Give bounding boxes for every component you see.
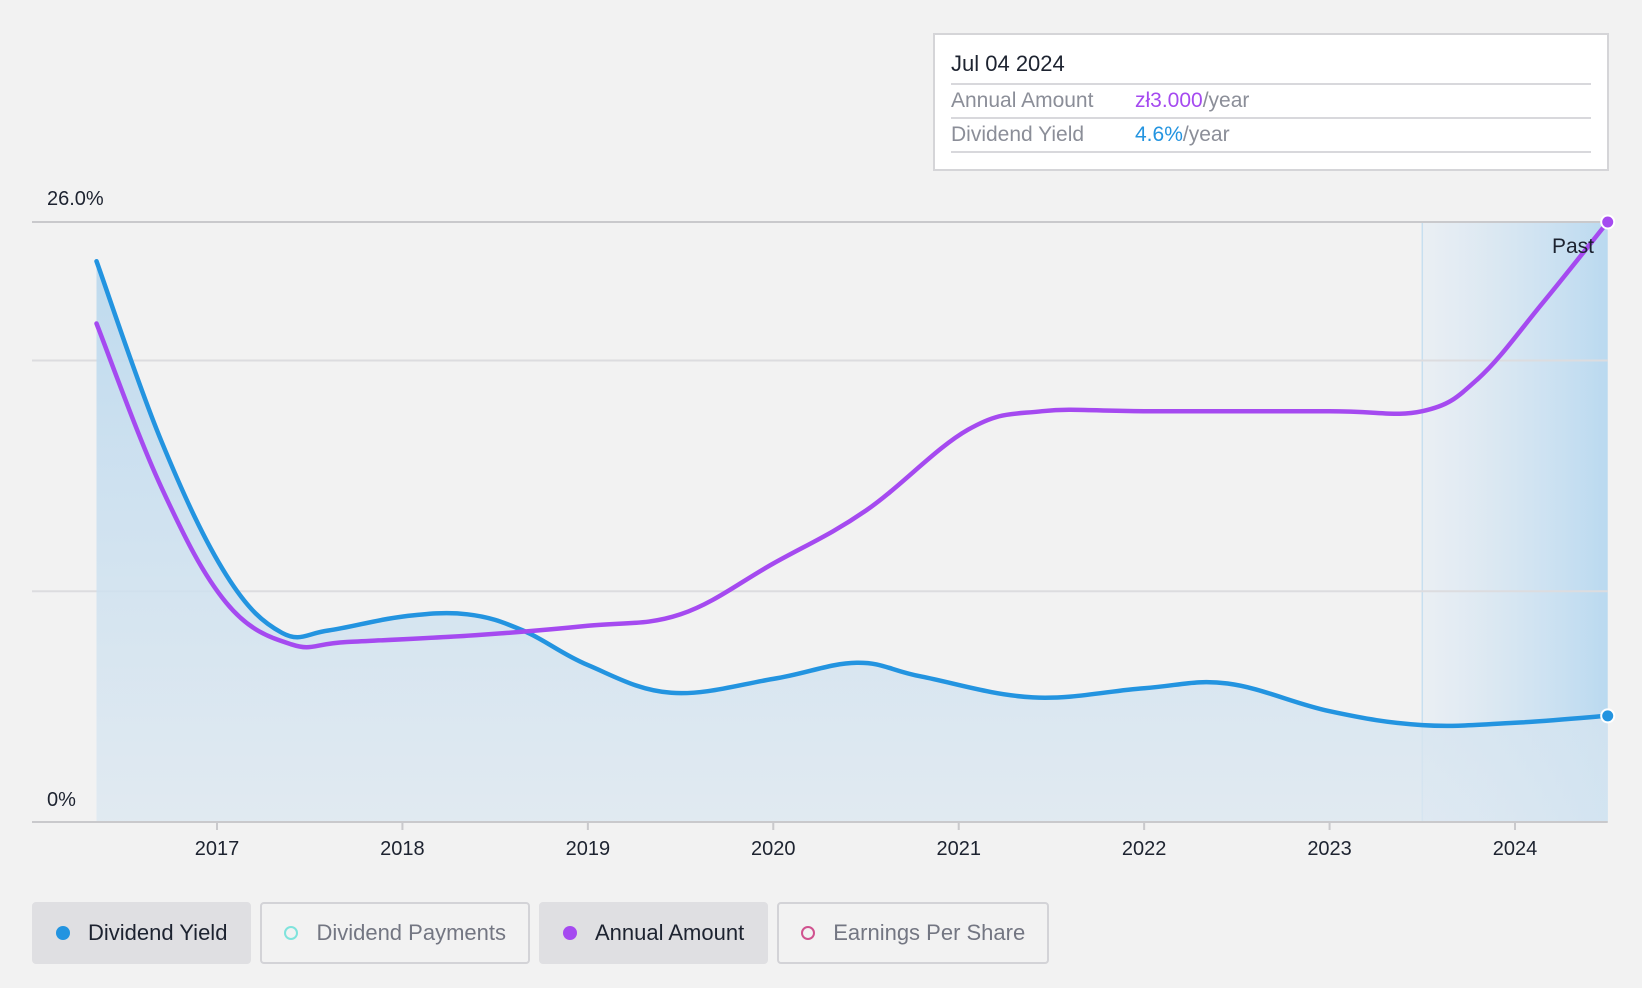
annual-amount-end-point xyxy=(1600,214,1616,230)
tooltip-annual-label: Annual Amount xyxy=(951,89,1094,112)
yield-area xyxy=(96,261,1608,822)
annual-amount-dot-icon xyxy=(562,926,577,940)
x-tick-label: 2020 xyxy=(751,838,796,860)
tooltip-annual-unit: /year xyxy=(1202,89,1250,112)
dividend-yield-area xyxy=(96,261,1608,822)
dividend-yield-end-point xyxy=(1600,708,1616,724)
x-tick-label: 2024 xyxy=(1493,838,1538,860)
legend-label: Dividend Payments xyxy=(316,920,506,945)
legend-dividend-payments-button[interactable]: Dividend Payments xyxy=(260,902,530,964)
legend-label: Dividend Yield xyxy=(88,920,228,945)
tooltip-yield-value: 4.6% xyxy=(1135,123,1183,146)
x-tick-label: 2022 xyxy=(1122,838,1167,860)
x-tick-label: 2018 xyxy=(380,838,425,860)
earnings-per-share-dot-icon xyxy=(801,926,816,940)
legend-annual-amount-button[interactable]: Annual Amount xyxy=(538,902,769,964)
dividend-payments-dot-icon xyxy=(284,926,299,940)
legend-label: Annual Amount xyxy=(594,920,745,945)
legend-dividend-yield-button[interactable]: Dividend Yield xyxy=(32,902,252,964)
tooltip-annual-row: Annual Amount zł3.000 /year xyxy=(951,85,1591,119)
x-tick-label: 2019 xyxy=(566,838,611,860)
x-axis: 2017 2018 2019 2020 2021 2022 2023 2024 xyxy=(32,821,1608,860)
legend-earnings-per-share-button[interactable]: Earnings Per Share xyxy=(777,902,1050,964)
tooltip-yield-label: Dividend Yield xyxy=(951,123,1085,146)
tooltip-yield-unit: /year xyxy=(1182,123,1230,146)
end-points xyxy=(1600,214,1616,724)
tooltip-date: Jul 04 2024 xyxy=(951,49,1591,85)
x-tick-label: 2017 xyxy=(195,838,240,860)
past-label: Past xyxy=(1552,235,1594,258)
dividend-yield-line xyxy=(94,258,1610,729)
dividend-yield-dot-icon xyxy=(56,926,70,940)
tooltip-annual-value: zł3.000 xyxy=(1135,89,1203,112)
tooltip: Jul 04 2024 Annual Amount zł3.000 /year … xyxy=(933,33,1609,171)
series-lines xyxy=(94,219,1610,729)
tooltip-yield-row: Dividend Yield 4.6% /year xyxy=(951,119,1591,153)
x-tick-label: 2023 xyxy=(1307,838,1352,860)
y-top-label: 26.0% xyxy=(47,188,104,210)
x-tick-label: 2021 xyxy=(936,838,981,860)
y-bottom-label: 0% xyxy=(47,789,76,811)
annual-amount-line xyxy=(94,219,1610,650)
legend: Dividend Yield Dividend Payments Annual … xyxy=(32,902,1050,964)
legend-label: Earnings Per Share xyxy=(833,920,1026,945)
gridlines xyxy=(32,221,1608,593)
